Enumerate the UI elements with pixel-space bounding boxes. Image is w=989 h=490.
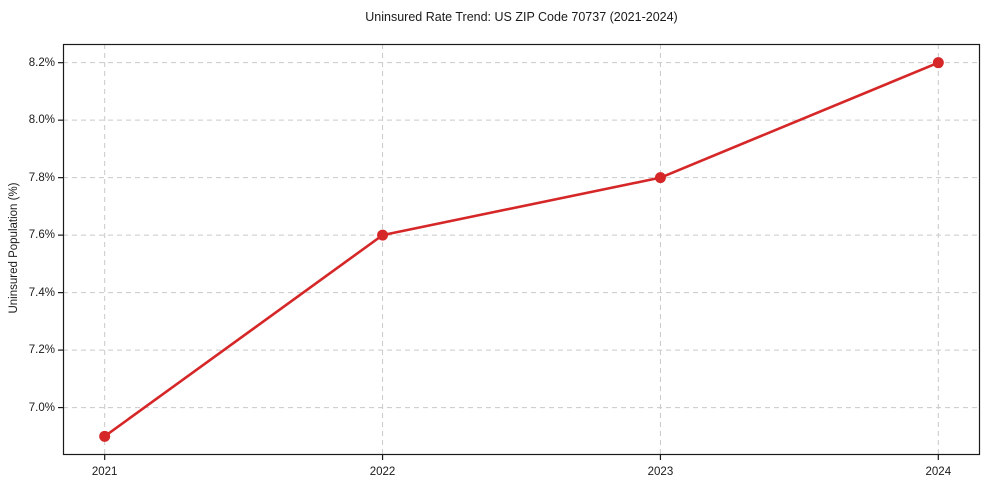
chart-title: Uninsured Rate Trend: US ZIP Code 70737 … — [365, 10, 678, 24]
y-tick-label: 7.4% — [28, 286, 55, 299]
data-point-marker — [99, 430, 111, 442]
y-tick-label: 7.0% — [28, 401, 55, 414]
plot-area — [58, 43, 981, 460]
x-tick-label: 2022 — [369, 466, 396, 478]
y-tick-label: 8.2% — [28, 56, 55, 69]
y-tick-label: 8.0% — [28, 114, 55, 127]
plot-border — [62, 43, 981, 456]
y-tick-label: 7.6% — [28, 229, 55, 242]
data-point-marker — [654, 172, 666, 184]
data-line — [103, 61, 940, 438]
y-tick-label: 7.2% — [28, 344, 55, 357]
y-tick-label: 7.8% — [28, 171, 55, 184]
y-axis-label: Uninsured Population (%) — [8, 182, 20, 314]
x-tick-label: 2024 — [925, 466, 952, 478]
data-point-marker — [932, 57, 944, 69]
data-point-marker — [377, 229, 389, 241]
x-tick-label: 2023 — [647, 466, 674, 478]
x-tick-label: 2021 — [91, 466, 118, 478]
